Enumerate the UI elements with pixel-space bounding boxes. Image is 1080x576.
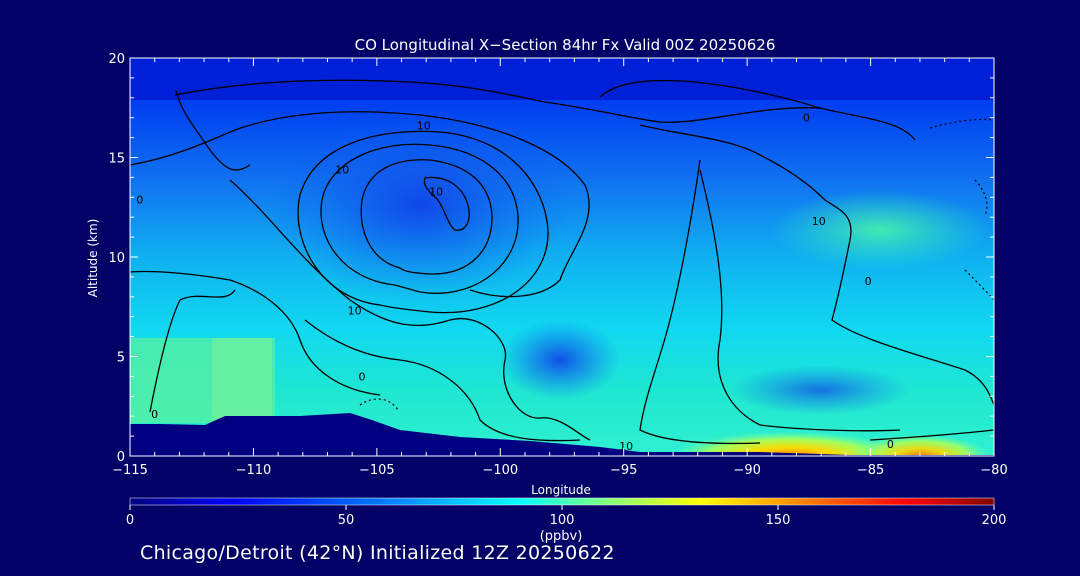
contour-label: 10 xyxy=(348,305,362,318)
x-tick-label: −115 xyxy=(112,463,148,478)
colorbar-ticks: 0 50 100 150 200 xyxy=(126,505,1007,528)
y-tick-label: 5 xyxy=(117,351,125,366)
x-tick-label: −90 xyxy=(733,463,760,478)
y-tick-label: 0 xyxy=(117,450,125,465)
x-tick-label: −100 xyxy=(482,463,518,478)
colorbar xyxy=(129,497,995,506)
colorbar-tick-label: 100 xyxy=(550,513,575,528)
x-tick-label: −95 xyxy=(610,463,637,478)
contour-label: 10 xyxy=(812,215,826,228)
y-tick-label: 20 xyxy=(108,52,125,67)
contour-label: 0 xyxy=(359,370,366,383)
contour-labels: 10 10 10 0 0 10 0 10 0 0 10 0 xyxy=(136,112,893,453)
y-tick-label: 15 xyxy=(108,152,125,167)
x-axis-label: Longitude xyxy=(531,483,591,497)
co-concentration-field xyxy=(130,58,994,456)
contour-label: 10 xyxy=(619,440,633,453)
colorbar-tick-label: 0 xyxy=(126,513,134,528)
contour-label: 0 xyxy=(887,438,894,451)
x-axis: −115 −110 −105 −100 −95 −90 −85 −80 xyxy=(112,58,1008,478)
footer-init-info: Chicago/Detroit (42°N) Initialized 12Z 2… xyxy=(140,542,615,564)
contour-label: 0 xyxy=(136,193,143,206)
x-tick-label: −80 xyxy=(980,463,1007,478)
x-tick-label: −85 xyxy=(857,463,884,478)
x-tick-label: −105 xyxy=(359,463,395,478)
y-axis-label: Altitude (km) xyxy=(86,219,100,298)
contour-label: 0 xyxy=(865,275,872,288)
contour-lines xyxy=(130,79,994,445)
chart-title: CO Longitudinal X−Section 84hr Fx Valid … xyxy=(355,36,776,54)
y-tick-label: 10 xyxy=(108,251,125,266)
contour-label: 10 xyxy=(335,163,349,176)
colorbar-unit-label: (ppbv) xyxy=(540,529,583,544)
colorbar-tick-label: 150 xyxy=(766,513,791,528)
contour-label: 0 xyxy=(803,112,810,125)
colorbar-tick-label: 200 xyxy=(982,513,1007,528)
y-axis: 0 5 10 15 20 xyxy=(108,52,994,465)
contour-label: 10 xyxy=(429,185,443,198)
contour-label: 10 xyxy=(417,120,431,133)
contour-label: 0 xyxy=(151,408,158,421)
x-tick-label: −110 xyxy=(236,463,272,478)
colorbar-tick-label: 50 xyxy=(338,513,355,528)
